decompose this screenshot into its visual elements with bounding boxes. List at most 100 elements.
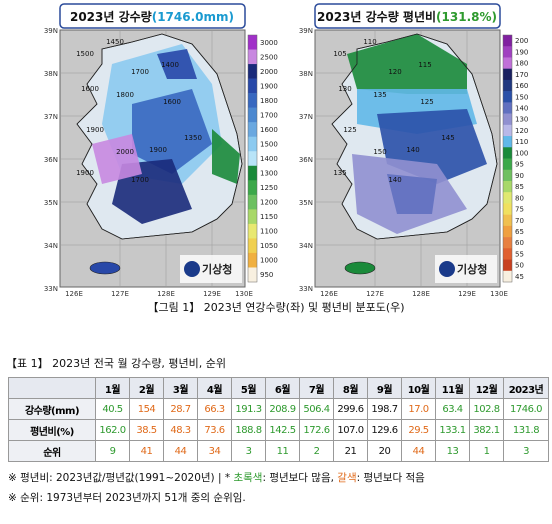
table-cell: 44 [401, 440, 436, 462]
lon-label: 128E [157, 290, 175, 298]
map-panel: 1450 1500 1400 1700 1600 1800 1600 1350 1900 2000… [44, 3, 278, 298]
contour-label: 135 [333, 169, 346, 177]
legend-swatch [248, 35, 257, 50]
legend-swatch [503, 214, 512, 227]
lat-label: 37N [44, 113, 58, 121]
note: ※ 평년비: 2023년값/평년값(1991~2020년) | * 초록색: 평… [8, 470, 425, 485]
table-cell: 198.7 [367, 398, 402, 420]
table-cell: 154 [129, 398, 164, 420]
legend-label: 950 [260, 271, 273, 279]
legend-swatch [248, 194, 257, 210]
contour-label: 1400 [161, 61, 179, 69]
note-text: ※ 평년비: 2023년값/평년값(1991~2020년) | * [8, 472, 234, 484]
table-cell: 63.4 [435, 398, 470, 420]
legend-label: 1700 [260, 111, 278, 119]
lon-label: 130E [490, 290, 508, 298]
note-text: : 평년보다 적음 [356, 472, 425, 484]
contour-label: 1600 [81, 85, 99, 93]
table-cell: 21 [333, 440, 368, 462]
legend-swatch [503, 102, 512, 114]
contour-label: 1600 [163, 98, 181, 106]
lat-label: 36N [299, 156, 313, 164]
legend-label: 1200 [260, 199, 278, 207]
header-cell: 10월 [401, 377, 436, 399]
legend-swatch [503, 225, 512, 238]
note: ※ 순위: 1973년부터 2023년까지 51개 중의 순위임. [8, 490, 246, 505]
legend-label: 1000 [260, 257, 278, 265]
legend-label: 200 [515, 37, 528, 45]
lon-label: 126E [320, 290, 338, 298]
legend-swatch [503, 35, 512, 47]
header-cell: 2023년 [503, 377, 549, 399]
contour-label: 130 [338, 85, 351, 93]
title-box [59, 3, 246, 29]
table-cell: 38.5 [129, 419, 164, 441]
title-value: (1746.0mm) [152, 10, 234, 24]
legend-label: 180 [515, 60, 528, 68]
table-cell: 172.6 [299, 419, 334, 441]
legend-swatch [503, 79, 512, 92]
contour-label: 140 [406, 146, 419, 154]
legend-label: 1800 [260, 97, 278, 105]
header-row: 1월 2월 3월 4월 5월 6월 7월 8월 9월 10월 11월 12월 2023년 [8, 377, 549, 399]
table-cell: 506.4 [299, 398, 334, 420]
row-label: 평년비(%) [8, 419, 96, 441]
lon-label: 129E [458, 290, 476, 298]
table-cell: 188.8 [231, 419, 266, 441]
contour-label: 2000 [116, 148, 134, 156]
header-cell: 12월 [469, 377, 504, 399]
region [212, 129, 240, 184]
note-text: 갈색 [337, 472, 357, 484]
table-cell: 3 [231, 440, 266, 462]
legend-swatch [248, 238, 257, 254]
legend-swatch [248, 209, 257, 225]
table-cell: 20 [367, 440, 402, 462]
header-cell: 4월 [197, 377, 232, 399]
legend-swatch [248, 107, 257, 123]
legend-label: 95 [515, 161, 524, 169]
lat-label: 35N [44, 199, 58, 207]
header-cell: 7월 [299, 377, 334, 399]
header-cell: 11월 [435, 377, 470, 399]
legend-swatch [248, 64, 257, 79]
lon-label: 128E [412, 290, 430, 298]
legend-label: 1250 [260, 184, 278, 192]
logo-text: 기상청 [457, 262, 487, 276]
table-cell: 382.1 [469, 419, 504, 441]
legend-swatch [248, 122, 257, 138]
title-text: 2023년 강수량 [70, 10, 152, 24]
table-cell: 191.3 [231, 398, 266, 420]
legend-swatch [503, 147, 512, 159]
legend-label: 55 [515, 250, 524, 258]
lat-label: 39N [44, 27, 58, 35]
lat-label: 38N [44, 70, 58, 78]
lon-label: 126E [65, 290, 83, 298]
note-text: ※ 순위: 1973년부터 2023년까지 51개 중의 순위임. [8, 492, 246, 504]
legend-swatch [248, 136, 257, 152]
legend-label: 100 [515, 149, 528, 157]
header-cell: 2월 [129, 377, 164, 399]
contour-label: 1900 [149, 146, 167, 154]
logo-text: 기상청 [202, 262, 232, 276]
legend-swatch [248, 180, 257, 196]
legend-swatch [248, 252, 257, 268]
note-text: : 평년보다 많음, [262, 472, 338, 484]
legend-label: 110 [515, 138, 528, 146]
header-cell: 8월 [333, 377, 368, 399]
korea [76, 33, 243, 240]
maps: 1450 1500 1400 1700 1600 1800 1600 1350 1900 2000… [44, 3, 528, 298]
legend-label: 1600 [260, 126, 278, 134]
lat-label: 37N [299, 113, 313, 121]
legend-swatch [248, 151, 257, 167]
legend-swatch [248, 93, 257, 108]
contour-label: 140 [388, 176, 401, 184]
legend-label: 140 [515, 104, 528, 112]
table-cell: 131.8 [503, 419, 549, 441]
lat-label: 39N [299, 27, 313, 35]
legend-swatch [248, 223, 257, 239]
header-cell: 6월 [265, 377, 300, 399]
table-cell: 1746.0 [503, 398, 549, 420]
corner-cell [8, 377, 96, 399]
table-cell: 1 [469, 440, 504, 462]
